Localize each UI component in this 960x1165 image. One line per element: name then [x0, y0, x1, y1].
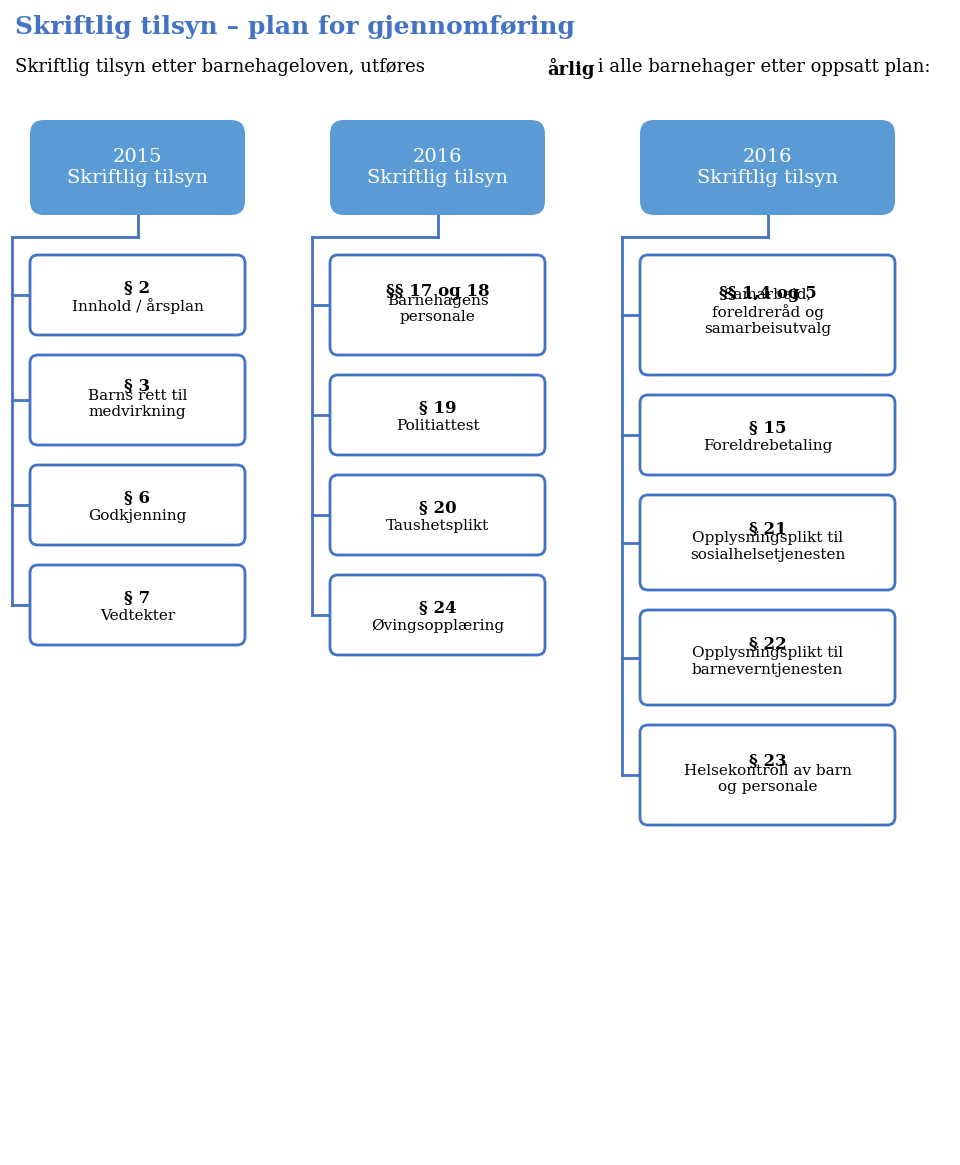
Text: Innhold / årsplan: Innhold / årsplan — [72, 298, 204, 313]
FancyBboxPatch shape — [30, 355, 245, 445]
Text: Barnehagens
personale: Barnehagens personale — [387, 294, 489, 324]
Text: 2016
Skriftlig tilsyn: 2016 Skriftlig tilsyn — [697, 148, 838, 186]
FancyBboxPatch shape — [640, 255, 895, 375]
Text: Foreldrebetaling: Foreldrebetaling — [703, 439, 832, 453]
FancyBboxPatch shape — [30, 120, 245, 216]
Text: Opplysningsplikt til
sosialhelsetjenesten: Opplysningsplikt til sosialhelsetjeneste… — [690, 531, 845, 562]
FancyBboxPatch shape — [30, 465, 245, 545]
Text: 2016
Skriftlig tilsyn: 2016 Skriftlig tilsyn — [367, 148, 508, 186]
Text: § 20: § 20 — [419, 500, 456, 516]
Text: § 19: § 19 — [419, 400, 456, 417]
Text: Politiattest: Politiattest — [396, 419, 479, 433]
FancyBboxPatch shape — [640, 120, 895, 216]
Text: § 3: § 3 — [125, 377, 151, 395]
Text: § 15: § 15 — [749, 419, 786, 437]
Text: §§ 1,4 og 5: §§ 1,4 og 5 — [719, 285, 816, 303]
Text: § 7: § 7 — [125, 589, 151, 607]
FancyBboxPatch shape — [640, 395, 895, 475]
Text: i alle barnehager etter oppsatt plan:: i alle barnehager etter oppsatt plan: — [591, 58, 930, 76]
Text: Vedtekter: Vedtekter — [100, 609, 175, 623]
FancyBboxPatch shape — [330, 120, 545, 216]
FancyBboxPatch shape — [640, 495, 895, 589]
FancyBboxPatch shape — [330, 576, 545, 655]
Text: 2015
Skriftlig tilsyn: 2015 Skriftlig tilsyn — [67, 148, 208, 186]
FancyBboxPatch shape — [330, 375, 545, 456]
FancyBboxPatch shape — [640, 725, 895, 825]
Text: § 22: § 22 — [749, 635, 786, 652]
FancyBboxPatch shape — [30, 255, 245, 336]
FancyBboxPatch shape — [640, 610, 895, 705]
FancyBboxPatch shape — [330, 475, 545, 555]
Text: § 21: § 21 — [749, 520, 786, 537]
FancyBboxPatch shape — [30, 565, 245, 645]
FancyBboxPatch shape — [330, 255, 545, 355]
Text: årlig: årlig — [547, 58, 595, 79]
Text: Skriftlig tilsyn – plan for gjennomføring: Skriftlig tilsyn – plan for gjennomførin… — [15, 15, 575, 38]
Text: § 23: § 23 — [749, 753, 786, 770]
Text: Skriftlig tilsyn etter barnehageloven, utføres: Skriftlig tilsyn etter barnehageloven, u… — [15, 58, 431, 76]
Text: § 2: § 2 — [125, 280, 151, 297]
Text: Øvingsopplæring: Øvingsopplæring — [371, 619, 504, 633]
Text: Samarbeid,
foreldreråd og
samarbeisutvalg: Samarbeid, foreldreråd og samarbeisutval… — [704, 288, 831, 337]
Text: Taushetsplikt: Taushetsplikt — [386, 518, 490, 534]
Text: Opplysningsplikt til
barneverntjenesten: Opplysningsplikt til barneverntjenesten — [692, 647, 843, 677]
Text: § 24: § 24 — [419, 600, 456, 616]
Text: Helsekontroll av barn
og personale: Helsekontroll av barn og personale — [684, 764, 852, 795]
Text: Godkjenning: Godkjenning — [88, 509, 186, 523]
Text: Barns rett til
medvirkning: Barns rett til medvirkning — [87, 389, 187, 419]
Text: §§ 17 og 18: §§ 17 og 18 — [386, 282, 490, 299]
Text: § 6: § 6 — [125, 489, 151, 507]
